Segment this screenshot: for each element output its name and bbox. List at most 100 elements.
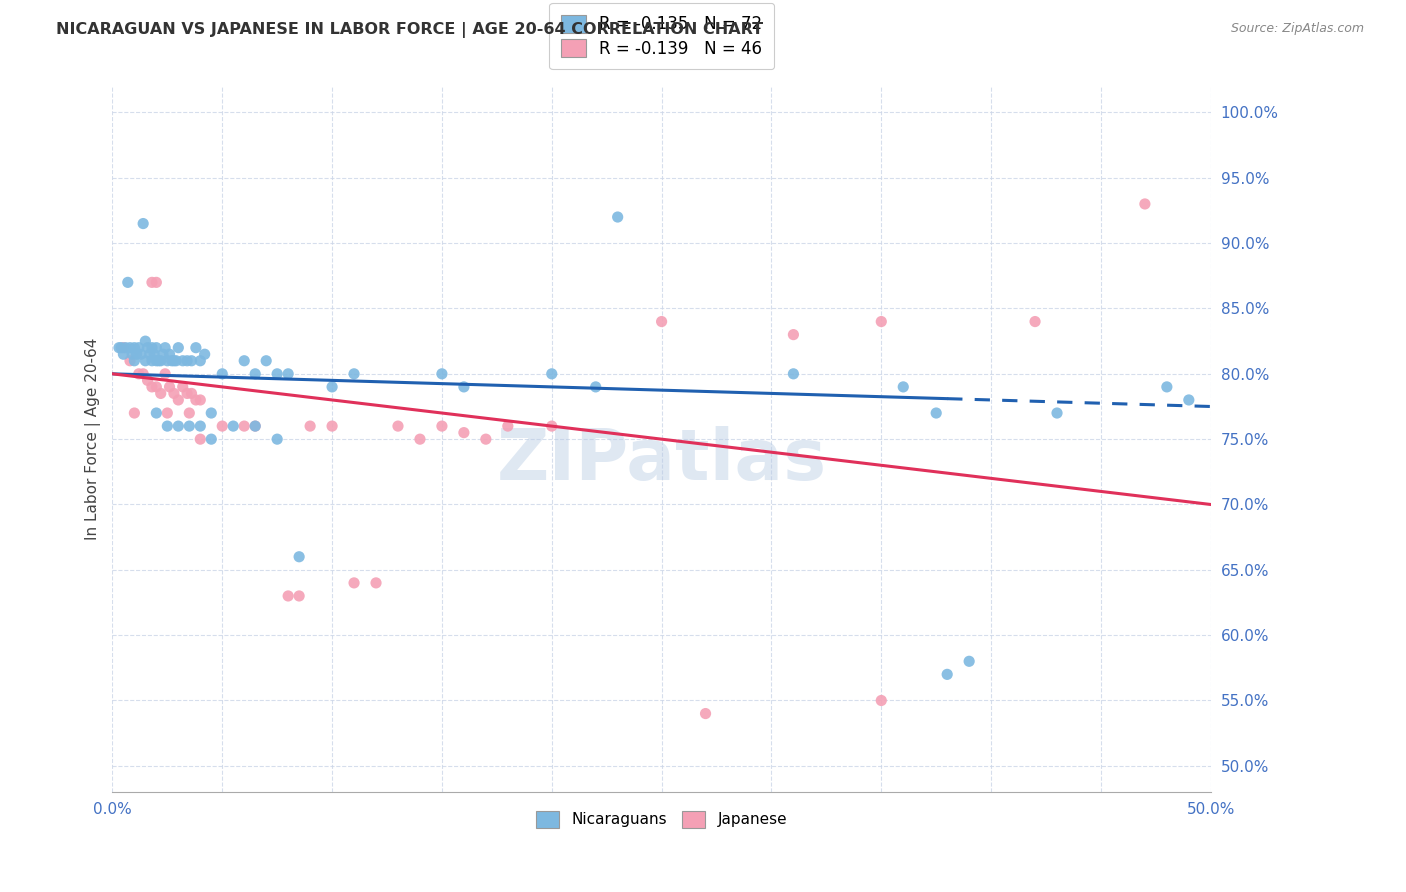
Point	[148, 353, 170, 368]
Point	[184, 392, 207, 407]
Point	[136, 373, 159, 387]
Point	[160, 353, 183, 368]
Point	[1156, 380, 1178, 394]
Text: ZIPatlas: ZIPatlas	[496, 425, 827, 495]
Point	[245, 419, 267, 434]
Text: Source: ZipAtlas.com: Source: ZipAtlas.com	[1230, 22, 1364, 36]
Point	[110, 341, 132, 355]
Point	[128, 341, 150, 355]
Point	[288, 549, 311, 564]
Point	[870, 693, 893, 707]
Point	[453, 425, 475, 440]
Point	[936, 667, 959, 681]
Point	[159, 380, 181, 394]
Point	[145, 353, 167, 368]
Point	[180, 386, 202, 401]
Point	[167, 341, 190, 355]
Point	[200, 406, 222, 420]
Point	[108, 341, 131, 355]
Point	[782, 327, 804, 342]
Point	[153, 341, 176, 355]
Point	[156, 419, 179, 434]
Point	[288, 589, 311, 603]
Point	[606, 210, 628, 224]
Point	[118, 353, 141, 368]
Point	[957, 654, 980, 668]
Point	[156, 406, 179, 420]
Point	[112, 347, 135, 361]
Point	[343, 575, 366, 590]
Point	[695, 706, 717, 721]
Point	[163, 353, 186, 368]
Point	[277, 367, 299, 381]
Point	[1133, 197, 1156, 211]
Point	[891, 380, 914, 394]
Point	[321, 419, 343, 434]
Point	[124, 341, 146, 355]
Point	[179, 406, 201, 420]
Point	[651, 314, 673, 328]
Point	[299, 419, 322, 434]
Point	[804, 797, 827, 812]
Point	[496, 419, 519, 434]
Point	[782, 367, 804, 381]
Point	[121, 347, 143, 361]
Point	[152, 347, 174, 361]
Point	[188, 432, 211, 446]
Point	[200, 432, 222, 446]
Point	[321, 380, 343, 394]
Point	[167, 419, 190, 434]
Point	[149, 386, 172, 401]
Point	[179, 419, 201, 434]
Point	[172, 380, 194, 394]
Point	[153, 367, 176, 381]
Point	[176, 386, 198, 401]
Point	[124, 406, 146, 420]
Point	[1178, 392, 1201, 407]
Point	[132, 217, 155, 231]
Point	[540, 367, 562, 381]
Point	[277, 589, 299, 603]
Point	[211, 419, 233, 434]
Point	[128, 367, 150, 381]
Point	[114, 341, 136, 355]
Point	[364, 575, 387, 590]
Point	[149, 353, 172, 368]
Point	[125, 347, 148, 361]
Text: NICARAGUAN VS JAPANESE IN LABOR FORCE | AGE 20-64 CORRELATION CHART: NICARAGUAN VS JAPANESE IN LABOR FORCE | …	[56, 22, 763, 38]
Point	[118, 341, 141, 355]
Point	[134, 334, 156, 348]
Point	[184, 341, 207, 355]
Point	[180, 353, 202, 368]
Point	[254, 353, 277, 368]
Point	[139, 347, 162, 361]
Point	[409, 432, 432, 446]
Point	[156, 353, 179, 368]
Point	[430, 419, 453, 434]
Point	[266, 367, 288, 381]
Point	[233, 353, 256, 368]
Legend: Nicaraguans, Japanese: Nicaraguans, Japanese	[530, 805, 793, 834]
Point	[194, 347, 217, 361]
Point	[176, 353, 198, 368]
Point	[165, 353, 187, 368]
Point	[387, 419, 409, 434]
Point	[475, 432, 498, 446]
Point	[245, 419, 267, 434]
Point	[453, 380, 475, 394]
Point	[136, 341, 159, 355]
Point	[141, 276, 163, 290]
Point	[925, 406, 948, 420]
Point	[172, 353, 194, 368]
Point	[163, 386, 186, 401]
Point	[141, 380, 163, 394]
Point	[124, 353, 146, 368]
Point	[1024, 314, 1046, 328]
Point	[585, 380, 607, 394]
Point	[145, 341, 167, 355]
Point	[188, 353, 211, 368]
Point	[141, 353, 163, 368]
Point	[134, 353, 156, 368]
Point	[145, 276, 167, 290]
Point	[222, 419, 245, 434]
